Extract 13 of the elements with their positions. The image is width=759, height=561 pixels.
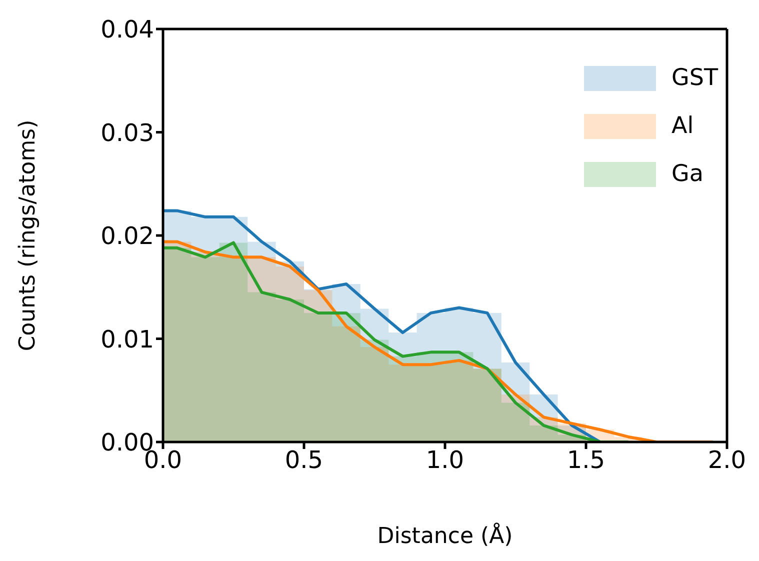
y-tick-label: 0.01 [100,325,154,354]
y-axis-title: Counts (rings/atoms) [16,120,40,352]
x-tick-label: 1.0 [426,446,464,474]
x-axis-title: Distance (Å) [377,522,513,549]
legend-label: Ga [672,161,704,187]
y-tick-label: 0.04 [100,16,154,44]
legend-label: Al [672,113,694,139]
x-tick-label: 1.5 [566,446,606,474]
y-tick-label: 0.03 [100,118,154,147]
x-tick-label: 2.0 [708,446,746,474]
y-tick-label: 0.02 [100,222,154,250]
legend-label: GST [672,65,718,91]
x-tick-label: 0.5 [284,446,324,474]
